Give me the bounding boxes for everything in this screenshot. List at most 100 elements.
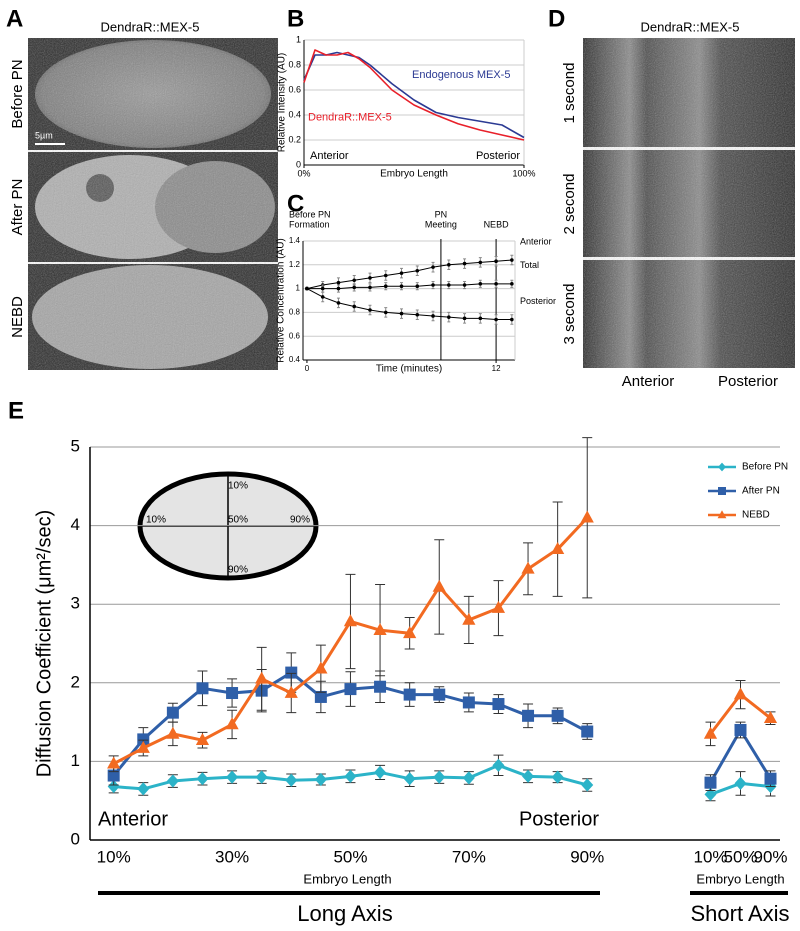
x-tick-label: 0% [297, 168, 310, 178]
marker [195, 732, 210, 745]
marker [432, 579, 446, 592]
marker [166, 726, 180, 739]
marker [403, 626, 417, 639]
marker [107, 779, 120, 794]
marker [718, 487, 726, 495]
marker [226, 687, 239, 700]
marker [462, 316, 467, 321]
marker [522, 769, 535, 783]
annotation: Posterior [519, 808, 599, 830]
marker [225, 717, 239, 730]
marker [462, 283, 467, 287]
panel-label: D [548, 5, 565, 32]
marker [383, 273, 388, 278]
marker [510, 317, 514, 322]
axis-group-label: Long Axis [297, 901, 392, 926]
marker [166, 774, 179, 788]
marker [462, 771, 475, 785]
marker [320, 295, 325, 299]
y-axis-label: Relative Concentration (AU) [276, 238, 287, 363]
annotation: Posterior [476, 150, 520, 162]
series-label: Endogenous MEX-5 [412, 69, 510, 81]
marker [166, 706, 179, 719]
x-axis-label: Embryo Length [303, 871, 391, 886]
marker [136, 740, 150, 753]
marker [403, 688, 416, 701]
row-label: NEBD [9, 296, 26, 338]
marker [226, 770, 239, 784]
y-tick-label: 0.6 [288, 84, 301, 94]
marker [305, 286, 309, 291]
row-label: Before PN [9, 59, 26, 128]
x-tick-label: 0 [305, 364, 310, 373]
x-axis-label: Time (minutes) [376, 364, 442, 375]
marker [383, 284, 388, 289]
marker [415, 312, 420, 317]
marker [492, 698, 505, 711]
y-tick-label: 1 [296, 34, 301, 44]
marker [734, 723, 747, 736]
y-tick-label: 4 [71, 515, 80, 534]
marker [383, 310, 388, 315]
marker [718, 462, 726, 472]
marker [510, 282, 514, 286]
marker [581, 778, 594, 792]
y-tick-label: 1 [296, 284, 301, 293]
series-label: Total [520, 260, 539, 270]
y-tick-label: 0.6 [289, 331, 301, 340]
inset-label: 10% [228, 481, 248, 492]
series-line [306, 283, 512, 290]
panel-a-images [28, 38, 278, 370]
marker [285, 773, 298, 787]
y-tick-label: 0.4 [289, 355, 301, 364]
y-tick-label: 0 [296, 159, 301, 169]
marker [343, 614, 358, 627]
annotation: Before PN [289, 209, 331, 219]
marker [399, 284, 404, 289]
y-tick-label: 0.2 [288, 134, 301, 144]
x-tick-label: 10% [97, 847, 131, 866]
inset-label: 50% [228, 515, 248, 526]
event-label: NEBD [484, 219, 510, 229]
marker [137, 733, 150, 746]
x-tick-label: 30% [215, 847, 249, 866]
marker [314, 690, 327, 703]
marker [703, 726, 718, 739]
marker [462, 261, 467, 266]
panel-label: B [287, 5, 304, 32]
x-tick-label: 90% [570, 847, 604, 866]
marker [491, 600, 506, 613]
marker [717, 510, 727, 519]
inset-label: 90% [290, 515, 310, 526]
y-tick-label: 5 [71, 436, 80, 455]
marker [344, 683, 357, 696]
marker [368, 285, 372, 290]
marker [336, 286, 341, 291]
marker [285, 666, 298, 679]
x-tick-label: 50% [333, 847, 367, 866]
marker [107, 756, 121, 769]
axis-label: Anterior [622, 373, 675, 390]
marker [462, 612, 476, 625]
marker [494, 317, 498, 322]
marker [431, 265, 435, 269]
marker [344, 769, 357, 783]
y-tick-label: 0 [71, 829, 80, 848]
marker [196, 772, 209, 786]
series-line [303, 49, 525, 141]
marker [314, 661, 328, 674]
annotation: Anterior [310, 150, 349, 162]
x-tick-label: 50% [723, 847, 757, 866]
row-label: 3 second [561, 284, 578, 345]
panel-label: A [6, 5, 23, 32]
x-axis-label: Embryo Length [380, 169, 448, 180]
marker [368, 308, 372, 312]
marker [403, 772, 416, 786]
x-tick-label: 100% [512, 168, 535, 178]
y-tick-label: 1 [71, 751, 80, 770]
marker [580, 510, 594, 523]
marker [494, 259, 498, 264]
panel-title: DendraR::MEX-5 [101, 19, 200, 34]
series-label: Anterior [520, 236, 552, 246]
